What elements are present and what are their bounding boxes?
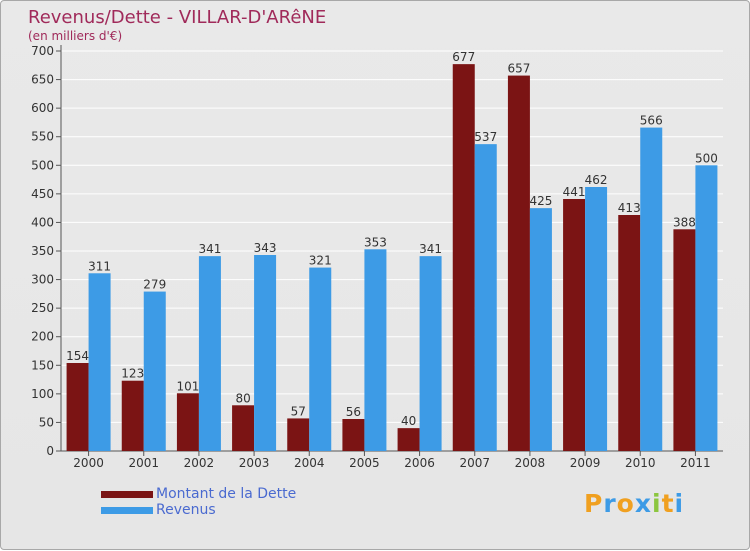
y-tick-label: 200 — [31, 330, 54, 344]
value-label: 279 — [143, 278, 166, 292]
y-tick-label: 150 — [31, 358, 54, 372]
y-tick-label: 700 — [31, 44, 54, 58]
y-tick-label: 350 — [31, 244, 54, 258]
axes: 0 50 100 150 200 250 300 350 400 450 500 550 600 650 7… — [31, 44, 723, 470]
legend-label-dette: Montant de la Dette — [156, 486, 297, 502]
y-tick-label: 400 — [31, 215, 54, 229]
bar-revenus — [640, 127, 663, 452]
bar-dette — [342, 419, 365, 451]
x-tick-label: 2002 — [184, 456, 215, 470]
bar-dette — [618, 215, 641, 451]
bar-revenus — [88, 273, 111, 451]
bar-revenus — [198, 256, 221, 451]
y-tick-label: 50 — [39, 415, 54, 429]
chart-subtitle: (en milliers d'€) — [28, 29, 123, 43]
value-label: 341 — [198, 242, 221, 256]
value-label: 388 — [673, 215, 696, 229]
proxiti-logo: Proxiti — [584, 489, 685, 518]
value-label: 677 — [452, 50, 475, 64]
bar-dette — [66, 363, 89, 451]
bar-dette — [563, 199, 586, 451]
value-label: 154 — [66, 349, 89, 363]
x-tick-label: 2005 — [349, 456, 380, 470]
y-tick-label: 450 — [31, 187, 54, 201]
bar-revenus — [254, 255, 277, 451]
value-label: 657 — [507, 62, 530, 76]
y-tick-label: 250 — [31, 301, 54, 315]
x-tick-label: 2003 — [239, 456, 270, 470]
bar-revenus — [529, 208, 552, 451]
grid-lines — [61, 50, 723, 452]
bar-revenus — [419, 256, 442, 451]
bars — [66, 64, 718, 452]
value-label: 462 — [585, 173, 608, 187]
value-label: 353 — [364, 235, 387, 249]
value-label: 500 — [695, 151, 718, 165]
bar-dette — [507, 75, 530, 452]
x-tick-label: 2007 — [459, 456, 490, 470]
y-tick-label: 600 — [31, 101, 54, 115]
bar-dette — [287, 418, 310, 451]
legend-swatch-dette — [101, 491, 153, 498]
value-label: 80 — [235, 391, 250, 405]
bar-dette — [176, 393, 199, 451]
value-label: 413 — [618, 201, 641, 215]
value-label: 123 — [121, 367, 144, 381]
bar-dette — [397, 428, 420, 451]
value-label: 341 — [419, 242, 442, 256]
legend-label-revenus: Revenus — [156, 502, 216, 518]
value-label: 311 — [88, 259, 111, 273]
x-tick-label: 2000 — [73, 456, 104, 470]
bar-revenus — [309, 267, 332, 451]
value-label: 56 — [346, 405, 361, 419]
y-tick-label: 0 — [46, 444, 54, 458]
bar-revenus — [695, 165, 718, 452]
value-label: 321 — [309, 254, 332, 268]
x-tick-label: 2004 — [294, 456, 325, 470]
y-tick-label: 100 — [31, 387, 54, 401]
x-tick-label: 2009 — [570, 456, 601, 470]
bar-dette — [232, 405, 255, 451]
y-tick-label: 500 — [31, 158, 54, 172]
bar-revenus — [474, 144, 497, 451]
x-tick-label: 2001 — [128, 456, 159, 470]
bar-dette — [452, 64, 475, 451]
x-tick-label: 2006 — [404, 456, 435, 470]
y-tick-label: 650 — [31, 73, 54, 87]
value-label: 537 — [474, 130, 497, 144]
bar-revenus — [143, 291, 166, 451]
x-tick-label: 2010 — [625, 456, 656, 470]
x-tick-label: 2008 — [515, 456, 546, 470]
bar-dette — [673, 229, 696, 451]
y-tick-label: 550 — [31, 130, 54, 144]
value-label: 57 — [291, 404, 306, 418]
value-label: 441 — [563, 185, 586, 199]
value-label: 566 — [640, 114, 663, 128]
value-labels: 154 311 123 279 101 341 80 343 57 321 56 353 40 341 67… — [66, 50, 718, 428]
value-label: 343 — [254, 241, 277, 255]
value-label: 425 — [529, 194, 552, 208]
bar-revenus — [585, 187, 608, 451]
chart-title: Revenus/Dette - VILLAR-D'ARêNE — [28, 7, 327, 28]
bar-dette — [121, 380, 144, 451]
value-label: 40 — [401, 414, 416, 428]
x-tick-label: 2011 — [680, 456, 711, 470]
bar-revenus — [364, 249, 387, 451]
value-label: 101 — [176, 379, 199, 393]
y-tick-label: 300 — [31, 273, 54, 287]
legend-swatch-revenus — [101, 507, 153, 514]
